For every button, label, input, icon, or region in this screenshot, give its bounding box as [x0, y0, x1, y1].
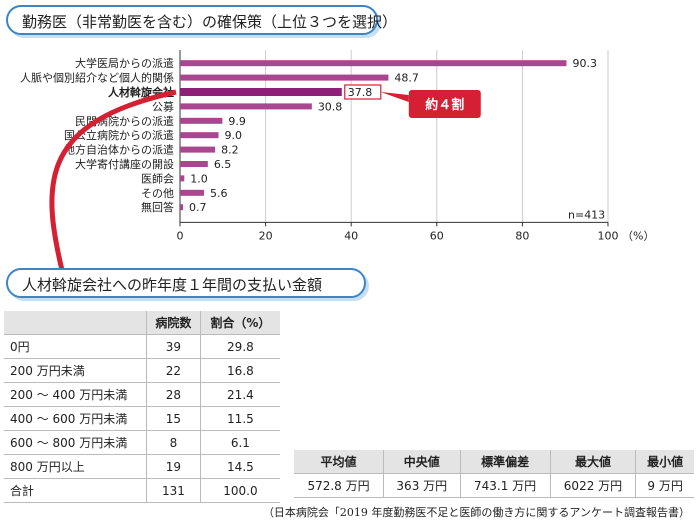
data-label: 8.2 [221, 144, 239, 157]
table-cell: 600 ～ 800 万円未満 [4, 430, 147, 455]
table-row: 合計 131 100.0 [4, 478, 280, 503]
column-header: 割合（%） [200, 311, 280, 335]
table-cell: 8 [146, 430, 201, 455]
category-label: 医師会 [141, 172, 174, 185]
table-cell: 0円 [4, 334, 147, 359]
table-cell: 28 [146, 382, 201, 407]
data-label: 30.8 [318, 100, 343, 113]
table-header-row: 平均値 中央値 標準偏差 最大値 最小値 [294, 450, 694, 474]
category-label: 人脈や個別紹介など個人的関係 [20, 71, 174, 85]
data-label: 37.8 [348, 86, 373, 99]
bar [180, 204, 183, 211]
table-cell: 11.5 [200, 406, 280, 431]
table-cell: 22 [146, 358, 201, 383]
table-cell: 131 [146, 478, 201, 503]
callout-box [408, 90, 481, 118]
column-header: 最大値 [549, 450, 636, 474]
table-row: 200 万円未満 22 16.8 [4, 358, 280, 383]
data-label: 9.9 [228, 115, 246, 128]
table-row: 600 ～ 800 万円未満 8 6.1 [4, 430, 280, 455]
source-note: （日本病院会「2019 年度勤務医不足と医師の働き方に関するアンケート調査報告書… [262, 506, 690, 519]
category-label: 国公立病院からの派遣 [64, 128, 174, 142]
bar [180, 74, 389, 81]
bar-chart: 0 20 40 60 80 100 （%） 大学医局からの派遣 90.3 人脈や個別紹介など個人的… [20, 50, 654, 272]
statistics-table: 平均値 中央値 標準偏差 最大値 最小値 572.8 万円 363 万円 743.1 万円 60… [294, 450, 694, 498]
bar [180, 60, 567, 67]
curved-arrow [49, 89, 177, 272]
column-header: 平均値 [294, 450, 384, 474]
data-label: 6.5 [214, 158, 232, 171]
bar [180, 161, 208, 167]
column-header: 中央値 [383, 450, 461, 474]
category-label: 大学寄付講座の開設 [75, 157, 174, 171]
x-tick-label: 0 [177, 229, 184, 242]
table-cell: 16.8 [200, 358, 280, 383]
column-header: 標準偏差 [459, 450, 551, 474]
data-label: 5.6 [210, 187, 228, 200]
table-cell: 21.4 [200, 382, 280, 407]
table-row: 400 ～ 600 万円未満 15 11.5 [4, 406, 280, 431]
bar [180, 132, 219, 139]
table-cell: 363 万円 [383, 473, 461, 498]
table-cell: 9 万円 [635, 473, 694, 498]
table-cell: 6.1 [200, 430, 280, 455]
bar [180, 103, 312, 110]
column-header [4, 311, 147, 335]
x-unit-label: （%） [622, 229, 654, 242]
table-cell: 合計 [4, 478, 147, 503]
category-label: 大学医局からの派遣 [75, 56, 174, 70]
table-cell: 29.8 [200, 334, 280, 359]
data-label: 1.0 [190, 172, 208, 185]
payment-table: 病院数 割合（%） 0円 39 29.8 200 万円未満 22 16.8 200 ～ 400 … [4, 311, 280, 503]
column-header: 病院数 [146, 311, 201, 335]
table-row: 572.8 万円 363 万円 743.1 万円 6022 万円 9 万円 [294, 473, 694, 498]
table-cell: 100.0 [200, 478, 280, 503]
table-cell: 200 ～ 400 万円未満 [4, 382, 147, 407]
table-row: 800 万円以上 19 14.5 [4, 454, 280, 479]
bar [180, 146, 216, 153]
category-label: 公募 [152, 100, 174, 113]
bar [180, 88, 342, 96]
bar [180, 189, 204, 196]
bar [180, 175, 185, 182]
table-cell: 15 [146, 406, 201, 431]
table-row: 0円 39 29.8 [4, 334, 280, 359]
table-cell: 6022 万円 [549, 473, 636, 498]
data-label: 90.3 [572, 57, 597, 70]
sample-size-note: n=413 [568, 208, 605, 221]
table-cell: 400 ～ 600 万円未満 [4, 406, 147, 431]
table-cell: 800 万円以上 [4, 454, 147, 479]
table-cell: 200 万円未満 [4, 358, 147, 383]
column-header: 最小値 [635, 450, 694, 474]
table-cell: 572.8 万円 [294, 473, 384, 498]
data-label: 9.0 [225, 129, 243, 142]
category-label: 地方自治体からの派遣 [64, 143, 174, 157]
table-header-row: 病院数 割合（%） [4, 311, 280, 335]
table-cell: 19 [146, 454, 201, 479]
data-label: 48.7 [394, 72, 419, 85]
category-label: 無回答 [141, 200, 174, 214]
x-tick-label: 80 [515, 229, 529, 242]
x-tick-label: 60 [430, 229, 444, 242]
x-tick-label: 40 [344, 229, 358, 242]
table-title: 人材斡旋会社への昨年度１年間の支払い金額 [6, 268, 366, 298]
x-tick-label: 100 [598, 229, 619, 242]
data-label: 0.7 [189, 201, 207, 214]
callout-pointer [380, 92, 409, 102]
x-tick-label: 20 [259, 229, 273, 242]
table-cell: 743.1 万円 [459, 473, 551, 498]
table-cell: 39 [146, 334, 201, 359]
callout-label: 約４割 [425, 97, 464, 113]
table-row: 200 ～ 400 万円未満 28 21.4 [4, 382, 280, 407]
bar [180, 117, 223, 124]
category-label: その他 [141, 187, 174, 200]
chart-title: 勤務医（非常勤医を含む）の確保策（上位３つを選択） [6, 5, 397, 35]
table-cell: 14.5 [200, 454, 280, 479]
